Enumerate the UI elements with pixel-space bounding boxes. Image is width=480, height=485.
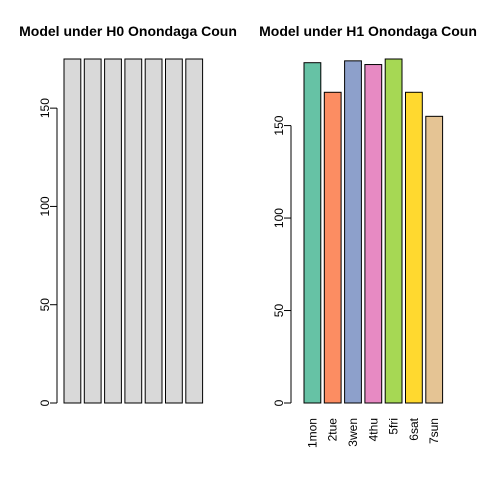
x-tick-label-3wen: 3wen <box>346 418 360 447</box>
x-tick-label-7sun: 7sun <box>427 418 441 444</box>
y-tick-label-0: 0 <box>38 399 52 406</box>
bar-3wen <box>104 58 122 404</box>
y-tick-label-100: 100 <box>38 196 52 216</box>
bar-6sat <box>405 91 423 404</box>
y-tick-label-150: 150 <box>38 98 52 118</box>
x-tick-label-2tue: 2tue <box>326 418 340 442</box>
chart-title-h0: Model under H0 Onondaga Coun <box>19 23 237 39</box>
y-tick-label-150: 150 <box>272 115 286 135</box>
y-tick-label-0: 0 <box>272 399 286 406</box>
y-tick-label-100: 100 <box>272 208 286 228</box>
chart-panel-h0: Model under H0 Onondaga Coun 0 50 100 150 <box>19 23 237 406</box>
bar-1mon <box>63 58 82 404</box>
chart-panel-h1: Model under H1 Onondaga Coun 1mon 2tue 3we… <box>259 23 477 448</box>
bar-3wen <box>344 60 362 404</box>
plot-area-h0: 0 50 100 150 <box>38 58 204 406</box>
bar-7sun <box>425 115 444 404</box>
x-tick-label-6sat: 6sat <box>407 417 421 440</box>
x-tick-label-1mon: 1mon <box>305 418 319 448</box>
y-tick-label-50: 50 <box>272 304 286 318</box>
bar-2tue <box>83 58 102 404</box>
bar-4thu <box>364 64 383 404</box>
bar-5fri <box>384 58 403 404</box>
bar-2tue <box>323 91 342 404</box>
chart-title-h1: Model under H1 Onondaga Coun <box>259 23 477 39</box>
bar-7sun <box>185 58 204 404</box>
x-tick-label-5fri: 5fri <box>387 418 401 435</box>
bar-6sat <box>165 58 183 404</box>
plot-area-h1: 1mon 2tue 3wen 4thu 5fri 6sat 7sun 0 50 100 150 <box>272 58 444 448</box>
bar-5fri <box>144 58 163 404</box>
bar-4thu <box>124 58 143 404</box>
x-tick-label-4thu: 4thu <box>366 418 380 441</box>
bar-1mon <box>303 62 322 404</box>
y-tick-label-50: 50 <box>38 298 52 312</box>
